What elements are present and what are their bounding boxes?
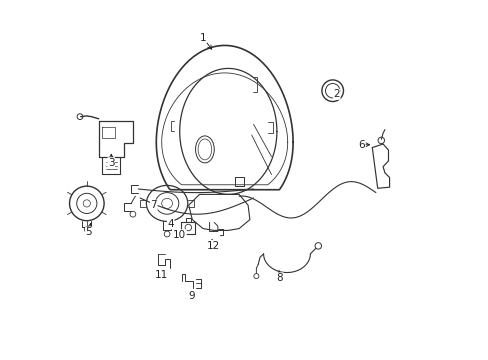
Text: 4: 4 — [167, 219, 174, 229]
Text: 3: 3 — [108, 158, 114, 168]
Text: 10: 10 — [173, 230, 186, 240]
Text: 6: 6 — [358, 140, 365, 150]
Text: 9: 9 — [188, 291, 195, 301]
Text: 8: 8 — [276, 273, 283, 283]
Text: 12: 12 — [206, 240, 219, 251]
Text: 11: 11 — [154, 270, 167, 280]
Text: 1: 1 — [200, 33, 206, 43]
Text: 5: 5 — [85, 227, 92, 237]
Text: 2: 2 — [333, 89, 339, 99]
Text: 7: 7 — [150, 200, 157, 210]
